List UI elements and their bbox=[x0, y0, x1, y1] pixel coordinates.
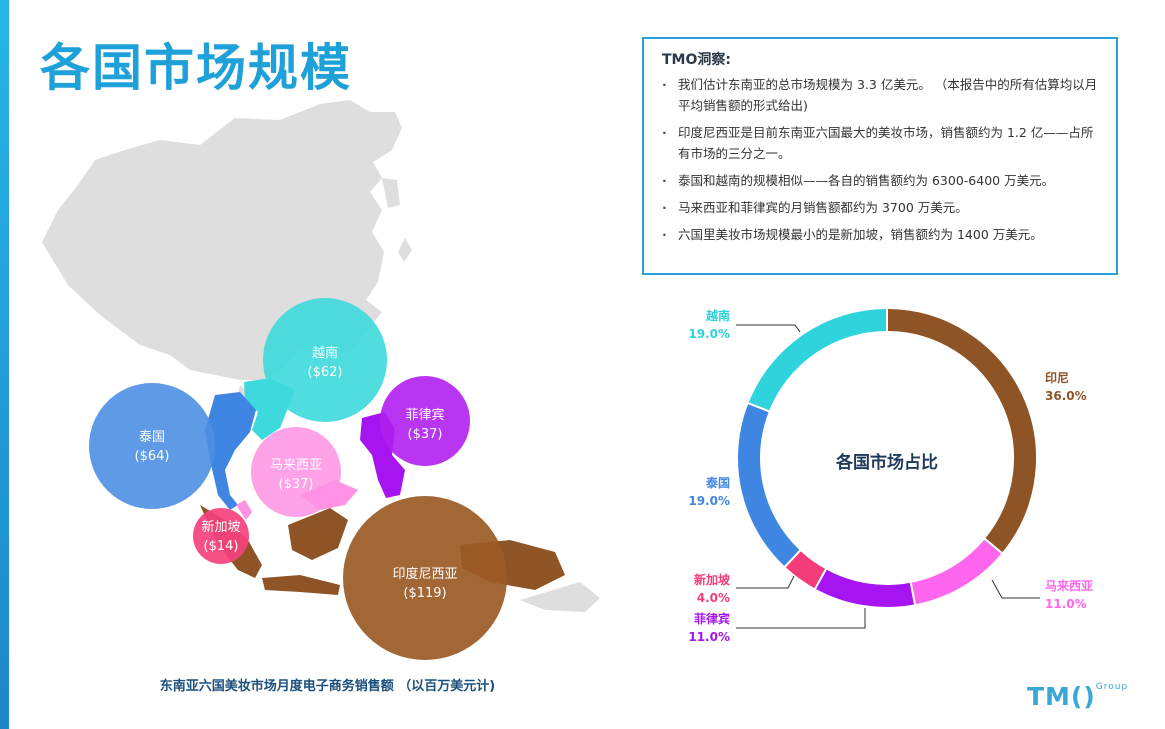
bubble-label-philippines: 菲律宾 bbox=[405, 407, 444, 423]
donut-center-label: 各国市场占比 bbox=[835, 452, 938, 473]
logo-main: TM() bbox=[1027, 682, 1096, 711]
donut-slice-name: 菲律宾 bbox=[694, 611, 730, 626]
bubble-thailand bbox=[89, 383, 215, 509]
market-map: 越南 ($62) 泰国 ($64) 菲律宾 ($37) 马来西亚 ($37) 新… bbox=[42, 100, 600, 660]
donut-slice-value: 11.0% bbox=[688, 630, 730, 644]
bubble-label-singapore: 新加坡 bbox=[201, 519, 240, 535]
bubble-vietnam bbox=[263, 298, 387, 422]
donut-leader-line bbox=[991, 579, 1040, 599]
donut-slice-value: 19.0% bbox=[688, 327, 730, 341]
bubble-value-thailand: ($64) bbox=[135, 449, 170, 464]
tmo-logo: TM()Group bbox=[1027, 682, 1128, 711]
donut-slice-name: 越南 bbox=[705, 308, 730, 323]
insight-item: 印度尼西亚是目前东南亚六国最大的美妆市场，销售额约为 1.2 亿——占所有市场的… bbox=[662, 122, 1102, 164]
java-shape bbox=[262, 575, 340, 595]
logo-sub: Group bbox=[1095, 682, 1129, 692]
donut-slice bbox=[886, 306, 1038, 556]
insight-item: 六国里美妆市场规模最小的是新加坡，销售额约为 1400 万美元。 bbox=[662, 224, 1102, 245]
bubble-value-vietnam: ($62) bbox=[308, 365, 343, 380]
insight-item: 泰国和越南的规模相似——各自的销售额约为 6300-6400 万美元。 bbox=[662, 170, 1102, 191]
donut-slice-name: 新加坡 bbox=[694, 572, 731, 587]
insight-title: TMO洞察: bbox=[662, 52, 731, 68]
donut-slice bbox=[909, 536, 1004, 607]
donut-slice-name: 印尼 bbox=[1045, 371, 1069, 385]
donut-leader-line bbox=[736, 324, 801, 333]
donut-leader-line bbox=[736, 575, 795, 589]
market-bubbles bbox=[89, 298, 507, 660]
bubble-malaysia bbox=[251, 427, 341, 517]
donut-slice-value: 4.0% bbox=[697, 591, 730, 605]
insight-item: 马来西亚和菲律宾的月销售额都约为 3700 万美元。 bbox=[662, 197, 1102, 218]
donut-slice-name: 泰国 bbox=[705, 475, 730, 490]
bubble-philippines bbox=[380, 376, 470, 466]
map-caption: 东南亚六国美妆市场月度电子商务销售额 （以百万美元计) bbox=[159, 679, 496, 694]
donut-leader-line bbox=[736, 608, 866, 629]
donut-slice-name: 马来西亚 bbox=[1045, 578, 1093, 593]
insight-item: 我们估计东南亚的总市场规模为 3.3 亿美元。 （本报告中的所有估算均以月平均销… bbox=[662, 74, 1102, 116]
bubble-label-indonesia: 印度尼西亚 bbox=[392, 566, 457, 582]
donut-slice bbox=[813, 567, 917, 609]
bubble-value-philippines: ($37) bbox=[408, 427, 443, 442]
insight-list: 我们估计东南亚的总市场规模为 3.3 亿美元。 （本报告中的所有估算均以月平均销… bbox=[662, 74, 1102, 245]
donut-slice-value: 11.0% bbox=[1045, 597, 1087, 611]
bubble-label-thailand: 泰国 bbox=[139, 430, 165, 445]
bubble-singapore bbox=[193, 508, 249, 564]
donut-slice bbox=[736, 401, 803, 569]
page-title: 各国市场规模 bbox=[40, 39, 352, 97]
bubble-value-malaysia: ($37) bbox=[279, 477, 314, 492]
market-share-donut: 印尼 36.0% 马来西亚 11.0% 菲律宾 11.0% 新加坡 4.0% 泰国 19.0% 越南… bbox=[688, 306, 1093, 644]
bubble-indonesia bbox=[343, 496, 507, 660]
bubble-label-vietnam: 越南 bbox=[312, 345, 338, 361]
donut-slice-value: 36.0% bbox=[1045, 389, 1087, 403]
donut-slice bbox=[746, 306, 888, 413]
donut-slice-value: 19.0% bbox=[688, 494, 730, 508]
insight-box: TMO洞察: 我们估计东南亚的总市场规模为 3.3 亿美元。 （本报告中的所有估… bbox=[642, 37, 1118, 275]
bubble-label-malaysia: 马来西亚 bbox=[270, 458, 322, 473]
accent-bar bbox=[0, 0, 9, 729]
bubble-value-singapore: ($14) bbox=[204, 539, 239, 554]
bubble-value-indonesia: ($119) bbox=[403, 586, 446, 601]
thailand-shape bbox=[205, 392, 256, 510]
borneo-shape bbox=[288, 508, 348, 560]
malaysia-peninsula-shape bbox=[236, 500, 252, 520]
